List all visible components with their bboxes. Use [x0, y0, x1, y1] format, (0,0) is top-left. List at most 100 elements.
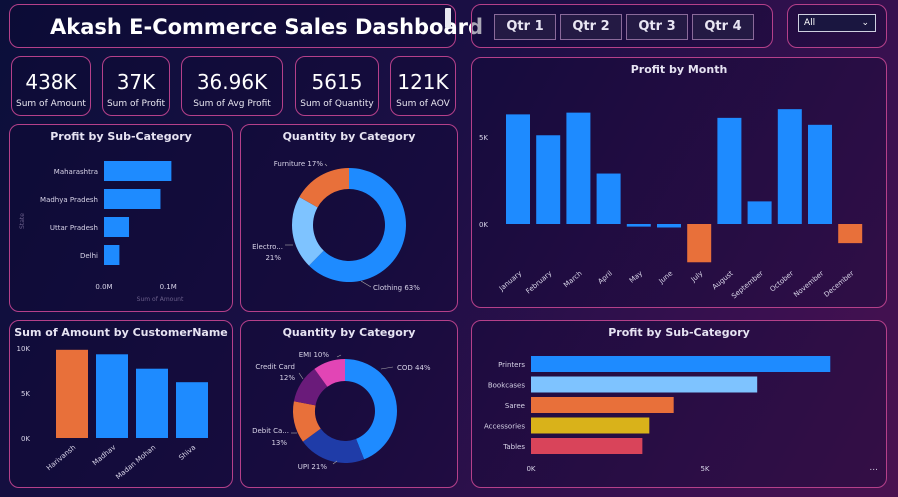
bar: [56, 349, 88, 438]
bar: [506, 114, 530, 224]
profit-by-state-card: Profit by Sub-Category Maharashtra Madhya…: [9, 124, 233, 312]
y-tick-label: Delhi: [80, 252, 98, 260]
qtr3-button[interactable]: Qtr 3: [626, 14, 688, 40]
kpi-card-avg-profit: 36.96K Sum of Avg Profit: [181, 56, 283, 116]
chart-title: Profit by Sub-Category: [50, 130, 192, 143]
bar: [536, 135, 561, 224]
bar: [531, 417, 650, 434]
slice-label: UPI 21%: [298, 463, 328, 471]
x-tick-label: 5K: [700, 465, 709, 473]
kpi-card-amount: 438K Sum of Amount: [11, 56, 91, 116]
scrollbar-thumb[interactable]: [445, 8, 451, 28]
bar: [136, 368, 168, 438]
quantity-by-category-card: Quantity by Category Clothing 63% Electro…: [240, 124, 458, 312]
kpi-label: Sum of AOV: [396, 99, 450, 109]
bar: [176, 382, 208, 438]
bar: [566, 112, 591, 224]
qtr4-button[interactable]: Qtr 4: [692, 14, 754, 40]
y-tick-label: 0K: [21, 435, 30, 443]
y-tick-label: Saree: [505, 402, 525, 410]
slice-label: Clothing 63%: [373, 284, 420, 292]
more-options-icon[interactable]: ...: [869, 463, 878, 473]
kpi-card-aov: 121K Sum of AOV: [390, 56, 456, 116]
bar: [104, 189, 161, 209]
slice-label: 21%: [265, 254, 281, 262]
leader-line: [360, 280, 372, 288]
bar: [687, 224, 712, 263]
quarter-slicer: Qtr 1 Qtr 2 Qtr 3 Qtr 4: [471, 4, 773, 48]
page-title: Akash E-Commerce Sales Dashboard: [50, 15, 484, 39]
x-tick-label: November: [792, 269, 825, 299]
y-tick-label: 0K: [479, 221, 488, 229]
kpi-card-profit: 37K Sum of Profit: [102, 56, 170, 116]
filter-dropdown[interactable]: All ⌄: [798, 14, 876, 32]
x-tick-label: August: [711, 269, 735, 291]
quantity-by-category-chart: Clothing 63% Electro... 21% Furniture 17%: [252, 160, 420, 292]
x-tick-label: September: [730, 269, 765, 300]
kpi-card-quantity: 5615 Sum of Quantity: [295, 56, 379, 116]
slice-label: Credit Card: [255, 363, 295, 371]
x-tick-label: May: [628, 269, 644, 284]
chart-title: Sum of Amount by CustomerName: [14, 326, 228, 339]
bar: [838, 224, 863, 244]
donut-slice: [292, 197, 324, 266]
slice-label: COD 44%: [397, 364, 431, 372]
slice-label: Debit Ca...: [252, 427, 289, 435]
x-tick-label: January: [497, 269, 523, 293]
y-axis-label: State: [19, 213, 26, 229]
y-tick-label: Printers: [498, 361, 525, 369]
y-tick-label: 10K: [17, 345, 31, 353]
x-tick-label: Madan Mohan: [114, 443, 157, 481]
donut-slice: [309, 168, 406, 282]
donut-slice: [299, 168, 349, 208]
kpi-value: 438K: [25, 70, 77, 94]
qtr1-button[interactable]: Qtr 1: [494, 14, 556, 40]
bar: [747, 201, 772, 224]
y-tick-label: Bookcases: [488, 382, 526, 390]
kpi-value: 37K: [116, 70, 156, 94]
donut-slice: [293, 401, 321, 442]
kpi-label: Sum of Amount: [16, 99, 86, 109]
bar: [657, 224, 681, 228]
slice-label: Furniture 17%: [274, 160, 324, 168]
leader-line: [298, 372, 304, 380]
donut-slice: [314, 359, 345, 387]
title-card: Akash E-Commerce Sales Dashboard: [9, 4, 483, 48]
x-tick-label: April: [596, 269, 613, 285]
slice-label: 13%: [271, 439, 287, 447]
bar: [104, 245, 120, 265]
x-tick-label: Shiva: [177, 443, 197, 462]
chevron-down-icon: ⌄: [861, 18, 869, 28]
chart-title: Profit by Sub-Category: [608, 326, 750, 339]
x-tick-label: June: [657, 269, 675, 286]
x-tick-label: March: [562, 269, 583, 289]
bar: [531, 397, 674, 413]
quantity-by-payment-chart: COD 44% UPI 21% Debit Ca... 13% Credit Card 1…: [252, 351, 431, 471]
chart-title: Quantity by Category: [282, 130, 416, 143]
kpi-value: 36.96K: [196, 70, 268, 94]
qtr2-button[interactable]: Qtr 2: [560, 14, 622, 40]
profit-by-state-chart: Maharashtra Madhya Pradesh Uttar Pradesh De…: [19, 161, 184, 303]
donut-slice: [302, 428, 365, 463]
leader-line: [380, 366, 394, 370]
x-axis-label: Sum of Amount: [137, 296, 184, 303]
bar: [531, 376, 758, 393]
bar: [104, 217, 130, 237]
y-tick-label: 5K: [479, 134, 488, 142]
bar: [596, 173, 621, 224]
bar: [777, 109, 802, 224]
bar: [531, 438, 643, 454]
quantity-by-payment-card: Quantity by Category COD 44% UPI 21% Debit…: [240, 320, 458, 488]
leader-line: [336, 354, 342, 358]
y-tick-label: Uttar Pradesh: [50, 224, 98, 232]
x-tick-label: Harivansh: [45, 443, 77, 472]
x-tick-label: Madhav: [91, 443, 117, 467]
x-tick-label: December: [823, 269, 856, 299]
donut-slice: [345, 359, 398, 460]
x-tick-label: 0.1M: [160, 283, 177, 291]
x-tick-label: February: [525, 269, 554, 295]
amount-by-customer-card: Sum of Amount by CustomerName 10K 5K 0K Har…: [9, 320, 233, 488]
bar: [626, 224, 651, 227]
profit-by-month-card: Profit by Month 5K 0K January February March…: [471, 57, 887, 308]
